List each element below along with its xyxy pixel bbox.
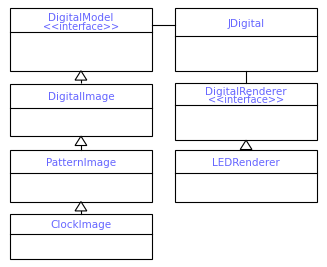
Bar <box>10 84 152 136</box>
Polygon shape <box>75 202 87 211</box>
Bar <box>175 150 317 202</box>
Bar <box>10 8 152 71</box>
Text: JDigital: JDigital <box>228 19 265 29</box>
Bar <box>10 214 152 259</box>
Polygon shape <box>75 136 87 146</box>
Text: ClockImage: ClockImage <box>50 220 112 230</box>
Text: DigitalRenderer: DigitalRenderer <box>205 87 287 97</box>
Polygon shape <box>75 71 87 80</box>
Text: LEDRenderer: LEDRenderer <box>212 158 280 167</box>
Bar <box>10 150 152 202</box>
Text: <<interface>>: <<interface>> <box>208 95 284 105</box>
Text: PatternImage: PatternImage <box>46 158 116 167</box>
Text: DigitalModel: DigitalModel <box>48 13 113 23</box>
Polygon shape <box>240 140 252 150</box>
Text: <<interface>>: <<interface>> <box>43 22 119 32</box>
Bar <box>175 83 317 140</box>
Text: DigitalImage: DigitalImage <box>48 92 114 102</box>
Bar <box>175 8 317 71</box>
